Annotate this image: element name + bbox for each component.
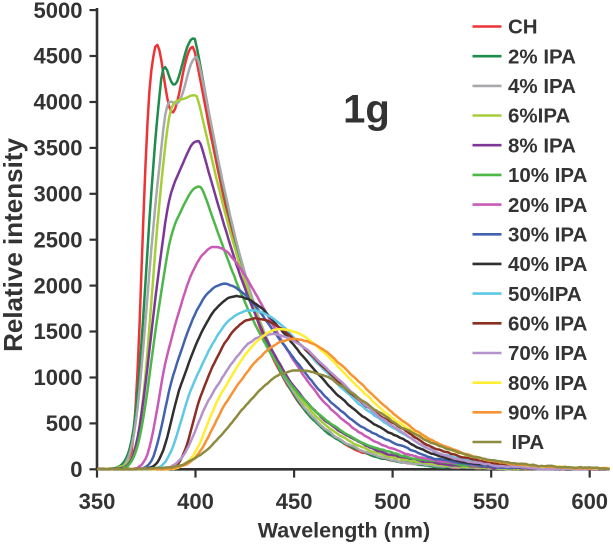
svg-text:4000: 4000 [34,90,83,115]
svg-text:IPA: IPA [512,431,545,454]
svg-text:5000: 5000 [34,0,83,23]
svg-text:550: 550 [473,489,510,514]
svg-text:10% IPA: 10% IPA [508,164,588,187]
svg-text:4500: 4500 [34,44,83,69]
svg-text:2% IPA: 2% IPA [508,45,576,68]
svg-text:3500: 3500 [34,136,83,161]
svg-text:40% IPA: 40% IPA [508,253,588,276]
svg-text:70% IPA: 70% IPA [508,342,588,365]
svg-text:2500: 2500 [34,227,83,252]
svg-text:50%IPA: 50%IPA [508,283,582,306]
svg-text:CH: CH [508,16,538,39]
svg-text:6%IPA: 6%IPA [508,105,570,128]
svg-text:30% IPA: 30% IPA [508,224,588,247]
svg-text:4% IPA: 4% IPA [508,75,576,98]
svg-text:400: 400 [177,489,214,514]
svg-text:60% IPA: 60% IPA [508,313,588,336]
svg-text:80% IPA: 80% IPA [508,372,588,395]
svg-text:450: 450 [276,489,313,514]
svg-text:500: 500 [46,411,83,436]
svg-text:0: 0 [70,457,82,482]
svg-text:1000: 1000 [34,365,83,390]
svg-text:20% IPA: 20% IPA [508,194,588,217]
svg-text:Wavelength (nm): Wavelength (nm) [258,519,430,543]
svg-text:350: 350 [79,489,116,514]
svg-text:3000: 3000 [34,182,83,207]
svg-text:90% IPA: 90% IPA [508,402,588,425]
svg-text:500: 500 [374,489,411,514]
svg-text:2000: 2000 [34,273,83,298]
svg-text:1500: 1500 [34,319,83,344]
svg-text:8% IPA: 8% IPA [508,134,576,157]
svg-text:1g: 1g [343,88,390,132]
svg-text:Relative intensity: Relative intensity [0,138,28,352]
svg-text:600: 600 [571,489,608,514]
